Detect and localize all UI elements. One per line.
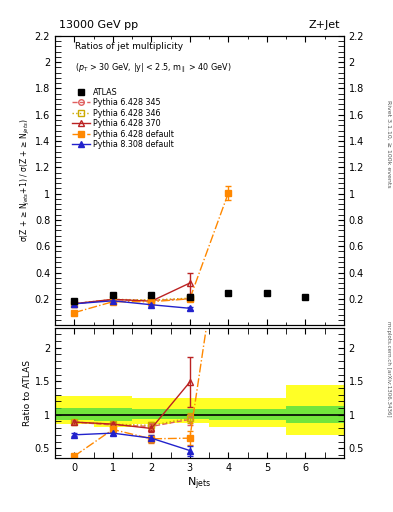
Y-axis label: Ratio to ATLAS: Ratio to ATLAS <box>23 360 32 426</box>
Text: Rivet 3.1.10, ≥ 100k events: Rivet 3.1.10, ≥ 100k events <box>386 99 391 187</box>
Text: Z+Jet: Z+Jet <box>309 20 340 31</box>
Y-axis label: σ(Z + ≥ N$_{jets}$+1) / σ(Z + ≥ N$_{jets}$): σ(Z + ≥ N$_{jets}$+1) / σ(Z + ≥ N$_{jets… <box>19 119 32 242</box>
Text: Ratios of jet multiplicity: Ratios of jet multiplicity <box>75 41 184 51</box>
X-axis label: N$_{\mathrm{jets}}$: N$_{\mathrm{jets}}$ <box>187 476 211 492</box>
Legend: ATLAS, Pythia 6.428 345, Pythia 6.428 346, Pythia 6.428 370, Pythia 6.428 defaul: ATLAS, Pythia 6.428 345, Pythia 6.428 34… <box>71 86 176 151</box>
Text: ($p_{\mathrm{T}}$ > 30 GeV, |y| < 2.5, m$_{\parallel}$ > 40 GeV): ($p_{\mathrm{T}}$ > 30 GeV, |y| < 2.5, m… <box>75 62 231 75</box>
Text: mcplots.cern.ch [arXiv:1306.3436]: mcplots.cern.ch [arXiv:1306.3436] <box>386 321 391 416</box>
Text: 13000 GeV pp: 13000 GeV pp <box>59 20 138 31</box>
